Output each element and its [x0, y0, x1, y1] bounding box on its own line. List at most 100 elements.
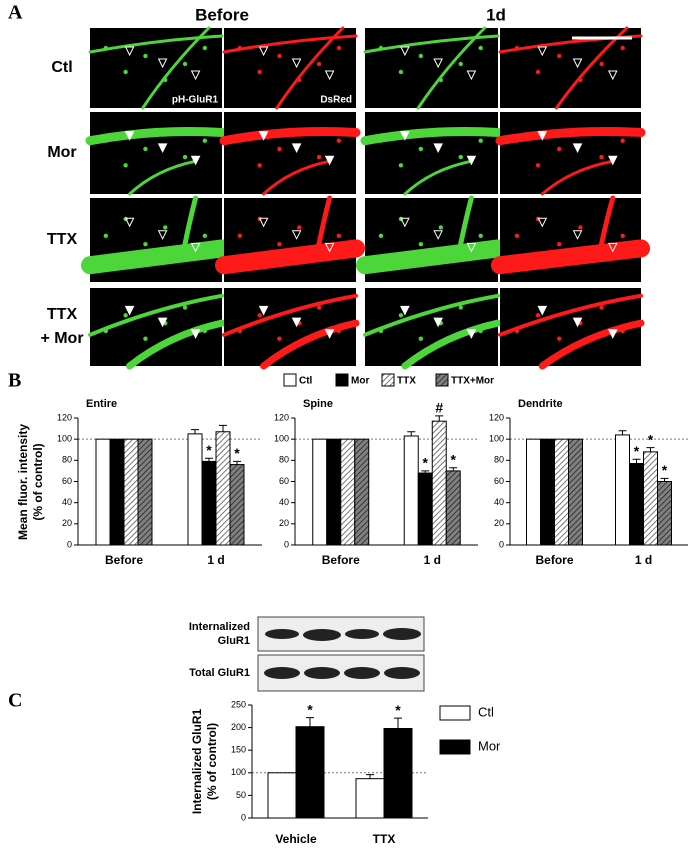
arrowhead — [190, 242, 201, 253]
arrowhead — [324, 155, 335, 166]
annotation: * — [451, 451, 457, 467]
band — [264, 667, 300, 679]
error-bar — [366, 774, 374, 779]
arrowhead — [324, 70, 335, 81]
spine — [182, 305, 188, 310]
x-tick-label: TTX — [373, 832, 396, 846]
dendrite — [260, 319, 360, 370]
blot-label: Total GluR1 — [189, 667, 250, 679]
bar — [445, 470, 461, 546]
arrowhead — [433, 317, 443, 328]
arrowhead — [607, 242, 618, 253]
bar — [568, 438, 583, 546]
spine — [378, 45, 384, 51]
legend-label: TTX+Mor — [451, 376, 494, 387]
spine — [620, 233, 625, 238]
spine — [123, 313, 128, 318]
band — [303, 629, 341, 641]
spine — [163, 130, 168, 135]
spine — [257, 69, 262, 75]
spine — [103, 328, 109, 334]
arrowhead — [572, 230, 583, 240]
band — [384, 667, 420, 679]
spine — [378, 233, 384, 238]
spine — [438, 77, 444, 83]
dendrite — [219, 126, 361, 146]
y-tick-label: 200 — [231, 722, 246, 732]
channel-label: pH-GluR1 — [172, 95, 219, 106]
annotation: # — [435, 400, 443, 416]
arrowhead — [537, 305, 548, 316]
arrowhead — [190, 329, 201, 339]
legend-swatch — [335, 373, 349, 387]
blot-label: Internalized — [189, 621, 250, 633]
arrowhead — [537, 46, 548, 57]
spine — [478, 45, 483, 51]
arrowhead — [466, 155, 477, 166]
annotation: * — [395, 702, 401, 718]
legend-label: TTX — [397, 376, 416, 387]
error-bar — [407, 431, 416, 436]
dendrite — [495, 126, 646, 146]
bar — [354, 438, 370, 546]
spine — [103, 233, 109, 238]
arrowhead — [291, 143, 302, 154]
y-tick-label: 80 — [62, 455, 72, 465]
dendrite — [128, 159, 198, 196]
spine — [336, 233, 342, 238]
y-tick-label: 0 — [499, 539, 504, 549]
bar — [431, 420, 447, 546]
bar — [629, 463, 644, 546]
spine — [599, 250, 604, 255]
y-axis-label: (% of control) — [205, 723, 219, 800]
spine — [418, 146, 424, 152]
y-tick-label: 250 — [231, 699, 246, 709]
dendrite — [88, 293, 224, 337]
spine — [557, 242, 562, 247]
y-tick-label: 20 — [279, 518, 289, 528]
spine — [202, 45, 208, 51]
error-bar — [191, 429, 199, 434]
bar — [229, 464, 245, 546]
spine — [103, 138, 109, 143]
spine — [182, 250, 188, 255]
row-label: + Mor — [40, 330, 83, 347]
y-tick-label: 100 — [274, 434, 289, 444]
spine — [143, 242, 148, 247]
band — [345, 629, 379, 639]
spine — [398, 163, 404, 168]
spine — [514, 138, 520, 143]
y-tick-label: 120 — [57, 412, 72, 422]
error-bar — [618, 430, 627, 435]
y-tick-label: 100 — [489, 434, 504, 444]
blot-bands — [264, 628, 421, 679]
spine — [620, 138, 625, 143]
dendrite — [141, 26, 211, 110]
bar — [540, 438, 555, 546]
column-header: 1d — [486, 5, 506, 24]
band — [344, 667, 380, 679]
spine — [438, 225, 444, 230]
spine — [277, 336, 282, 341]
micrograph — [500, 28, 641, 108]
spine — [336, 328, 342, 334]
y-tick-label: 60 — [62, 476, 72, 486]
bar — [267, 772, 297, 819]
micrograph — [365, 28, 498, 108]
spine — [458, 305, 463, 310]
spine — [277, 146, 282, 152]
spine — [316, 61, 322, 67]
spine — [378, 138, 384, 143]
legend-swatch — [381, 373, 395, 387]
column-header: Before — [195, 5, 249, 24]
bar — [554, 438, 569, 546]
arrowhead — [433, 230, 443, 240]
annotation: * — [648, 431, 654, 447]
micrograph — [90, 112, 222, 194]
bar — [383, 728, 413, 819]
arrowhead — [157, 58, 168, 69]
bar — [657, 481, 672, 546]
dendrite — [498, 293, 643, 337]
arrowhead — [433, 58, 443, 69]
